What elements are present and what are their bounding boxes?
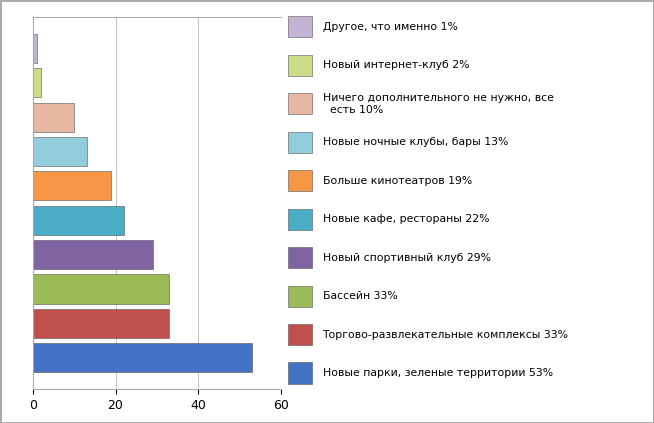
Bar	[33, 343, 252, 372]
Bar	[33, 137, 86, 166]
FancyBboxPatch shape	[288, 286, 311, 307]
Text: Больше кинотеатров 19%: Больше кинотеатров 19%	[322, 176, 472, 186]
Text: Торгово-развлекательные комплексы 33%: Торгово-развлекательные комплексы 33%	[322, 330, 568, 340]
FancyBboxPatch shape	[288, 170, 311, 191]
Bar	[33, 206, 124, 235]
FancyBboxPatch shape	[288, 324, 311, 345]
Text: Ничего дополнительного не нужно, все
  есть 10%: Ничего дополнительного не нужно, все ест…	[322, 93, 553, 115]
Bar	[33, 309, 169, 338]
Bar	[33, 275, 169, 304]
Text: Новые парки, зеленые территории 53%: Новые парки, зеленые территории 53%	[322, 368, 553, 378]
Text: Бассейн 33%: Бассейн 33%	[322, 291, 397, 301]
Bar	[33, 68, 41, 97]
Text: Новые кафе, рестораны 22%: Новые кафе, рестораны 22%	[322, 214, 489, 224]
FancyBboxPatch shape	[288, 16, 311, 38]
FancyBboxPatch shape	[288, 93, 311, 114]
Text: Новый спортивный клуб 29%: Новый спортивный клуб 29%	[322, 253, 490, 263]
Bar	[33, 102, 74, 132]
Bar	[33, 34, 37, 63]
Bar	[33, 171, 111, 201]
FancyBboxPatch shape	[288, 209, 311, 230]
Text: Новые ночные клубы, бары 13%: Новые ночные клубы, бары 13%	[322, 137, 508, 147]
FancyBboxPatch shape	[288, 55, 311, 76]
Text: Новый интернет-клуб 2%: Новый интернет-клуб 2%	[322, 60, 469, 70]
Bar	[33, 240, 153, 269]
FancyBboxPatch shape	[288, 363, 311, 384]
FancyBboxPatch shape	[288, 247, 311, 268]
Text: Другое, что именно 1%: Другое, что именно 1%	[322, 22, 457, 32]
FancyBboxPatch shape	[288, 132, 311, 153]
